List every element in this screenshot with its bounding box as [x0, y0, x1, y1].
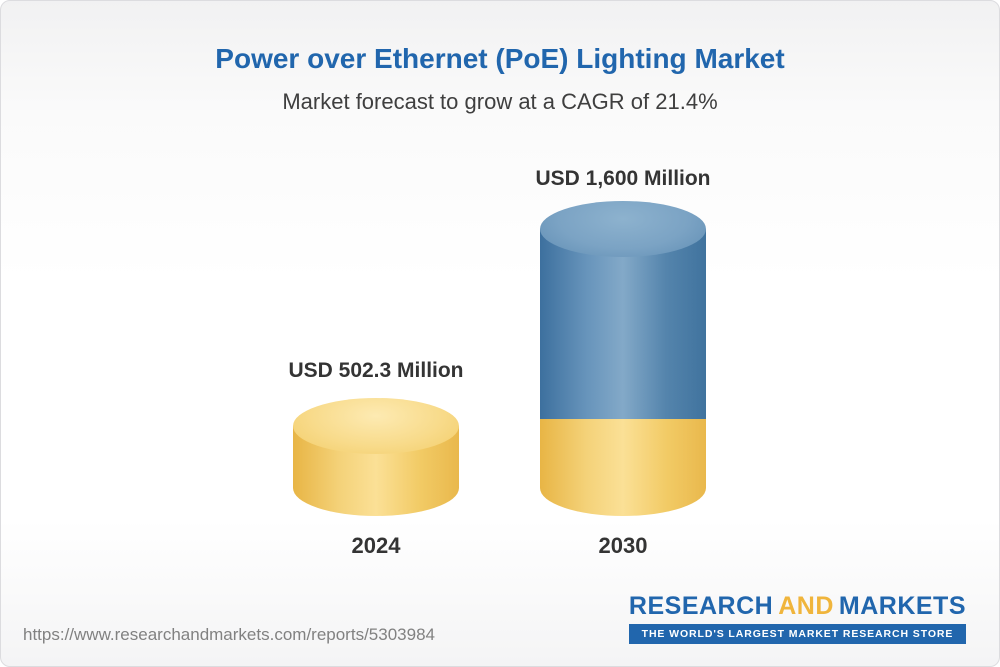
- bar-cylinder-2030: [540, 201, 706, 516]
- value-label-2024: USD 502.3 Million: [288, 359, 464, 382]
- logo-wordmark: RESEARCH AND MARKETS: [629, 592, 966, 621]
- logo-word-and: AND: [778, 592, 834, 620]
- value-label-2030: USD 1,600 Million: [535, 167, 711, 190]
- chart-title: Power over Ethernet (PoE) Lighting Marke…: [215, 43, 785, 74]
- bar-2024-top-ellipse: [293, 398, 459, 454]
- report-url: https://www.researchandmarkets.com/repor…: [23, 625, 435, 644]
- logo-tagline: THE WORLD'S LARGEST MARKET RESEARCH STOR…: [628, 624, 966, 644]
- bar-cylinder-2024: [293, 398, 459, 516]
- bar-2030-body-blue: [540, 229, 706, 419]
- researchandmarkets-logo: RESEARCH AND MARKETS THE WORLD'S LARGEST M…: [628, 592, 966, 644]
- x-label-2030: 2030: [598, 533, 648, 558]
- chart-subtitle: Market forecast to grow at a CAGR of 21.…: [282, 89, 718, 114]
- logo-word-markets: MARKETS: [838, 592, 966, 620]
- x-label-2024: 2024: [351, 533, 401, 558]
- bar-2030-base-yellow: [540, 419, 706, 516]
- bar-2030-top-ellipse: [540, 201, 706, 257]
- logo-word-research: RESEARCH: [628, 592, 774, 620]
